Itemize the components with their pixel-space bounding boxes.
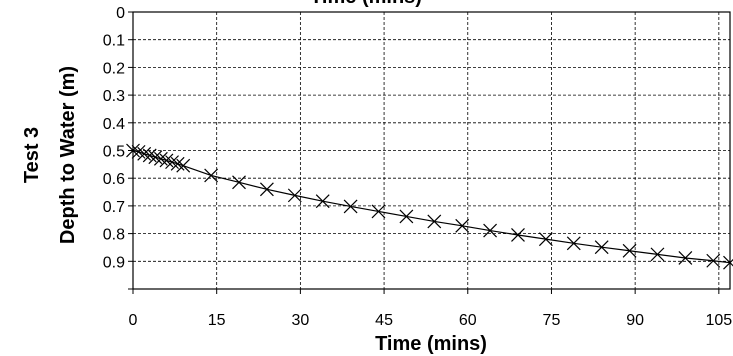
data-point-marker xyxy=(131,144,146,159)
marker-stroke xyxy=(170,156,185,171)
data-point-marker xyxy=(259,182,274,197)
marker-stroke xyxy=(165,155,179,170)
marker-stroke xyxy=(723,258,733,270)
marker-stroke xyxy=(159,153,174,168)
marker-stroke xyxy=(622,243,637,258)
marker-stroke xyxy=(137,146,152,161)
x-tick-label: 60 xyxy=(459,312,477,329)
data-point-marker xyxy=(343,199,358,214)
data-point-marker xyxy=(455,218,470,233)
data-point-marker xyxy=(483,223,498,238)
marker-stroke xyxy=(176,158,191,173)
data-point-marker xyxy=(142,148,157,163)
data-point-marker xyxy=(723,255,733,270)
marker-stroke xyxy=(511,228,525,242)
y-tick-label: 0.8 xyxy=(103,227,125,244)
data-point-marker xyxy=(232,175,246,190)
marker-stroke xyxy=(287,188,302,203)
data-point-marker xyxy=(427,214,442,229)
y-tick-label: 0.1 xyxy=(103,33,125,50)
x-axis-title: Time (mins) xyxy=(375,333,487,355)
grid-lines xyxy=(133,12,730,289)
marker-stroke xyxy=(232,175,246,190)
marker-stroke xyxy=(455,218,470,233)
data-point-marker xyxy=(287,188,302,203)
y-tick-label: 0.2 xyxy=(103,60,125,77)
data-point-marker xyxy=(538,232,553,247)
data-point-marker xyxy=(399,209,414,224)
marker-stroke xyxy=(566,236,581,251)
x-tick-label: 45 xyxy=(375,312,393,329)
x-tick-labels: 0 15 30 45 60 75 90 105 xyxy=(129,312,733,329)
x-tick-label: 15 xyxy=(208,312,226,329)
marker-stroke xyxy=(483,223,498,238)
data-point-marker xyxy=(566,236,581,251)
marker-stroke xyxy=(148,150,163,165)
data-point-marker xyxy=(170,156,185,171)
marker-stroke xyxy=(650,247,665,262)
data-point-marker xyxy=(511,228,525,242)
marker-stroke xyxy=(678,251,693,265)
marker-stroke xyxy=(142,148,157,163)
y-tick-labels: 0 0.1 0.2 0.3 0.4 0.5 0.6 0.7 0.8 0.9 xyxy=(103,5,125,271)
x-tick-label: 90 xyxy=(626,312,644,329)
y-tick-label: 0.4 xyxy=(103,116,125,133)
marker-stroke xyxy=(594,240,609,255)
y-tick-label: 0.6 xyxy=(103,171,125,188)
marker-stroke xyxy=(371,204,386,219)
axis-ticks xyxy=(128,11,720,294)
marker-stroke xyxy=(315,194,330,209)
data-point-marker xyxy=(159,153,174,168)
y-axis-title: Depth to Water (m) xyxy=(57,66,79,244)
data-point-marker xyxy=(706,253,721,268)
marker-stroke xyxy=(706,253,721,268)
data-point-marker xyxy=(204,168,219,183)
data-point-marker xyxy=(165,155,179,170)
x-tick-label: 105 xyxy=(705,312,732,329)
top-axis-title: Time (mins) xyxy=(310,0,422,8)
data-point-marker xyxy=(126,143,140,158)
test-label: Test 3 xyxy=(21,127,43,183)
data-markers xyxy=(126,143,733,270)
x-tick-label: 0 xyxy=(129,312,138,329)
data-point-marker xyxy=(594,240,609,255)
y-tick-label: 0.5 xyxy=(103,144,125,161)
y-tick-label: 0.7 xyxy=(103,199,125,216)
data-point-marker xyxy=(148,150,163,165)
x-tick-label: 75 xyxy=(543,312,561,329)
marker-stroke xyxy=(153,151,168,166)
data-point-marker xyxy=(678,251,693,265)
marker-stroke xyxy=(538,232,553,247)
y-tick-label: 0.3 xyxy=(103,88,125,105)
data-point-marker xyxy=(650,247,665,262)
marker-stroke xyxy=(259,182,274,197)
data-point-marker xyxy=(315,194,330,209)
marker-stroke xyxy=(131,144,146,159)
marker-stroke xyxy=(399,209,414,224)
marker-stroke xyxy=(204,168,219,183)
data-point-marker xyxy=(137,146,152,161)
data-point-marker xyxy=(176,158,191,173)
y-tick-label: 0.9 xyxy=(103,254,125,271)
data-point-marker xyxy=(371,204,386,219)
marker-stroke xyxy=(427,214,442,229)
data-point-marker xyxy=(622,243,637,258)
x-tick-label: 30 xyxy=(291,312,309,329)
data-point-marker xyxy=(153,151,168,166)
y-tick-label: 0 xyxy=(116,5,125,22)
marker-stroke xyxy=(126,143,140,158)
marker-stroke xyxy=(343,199,358,214)
